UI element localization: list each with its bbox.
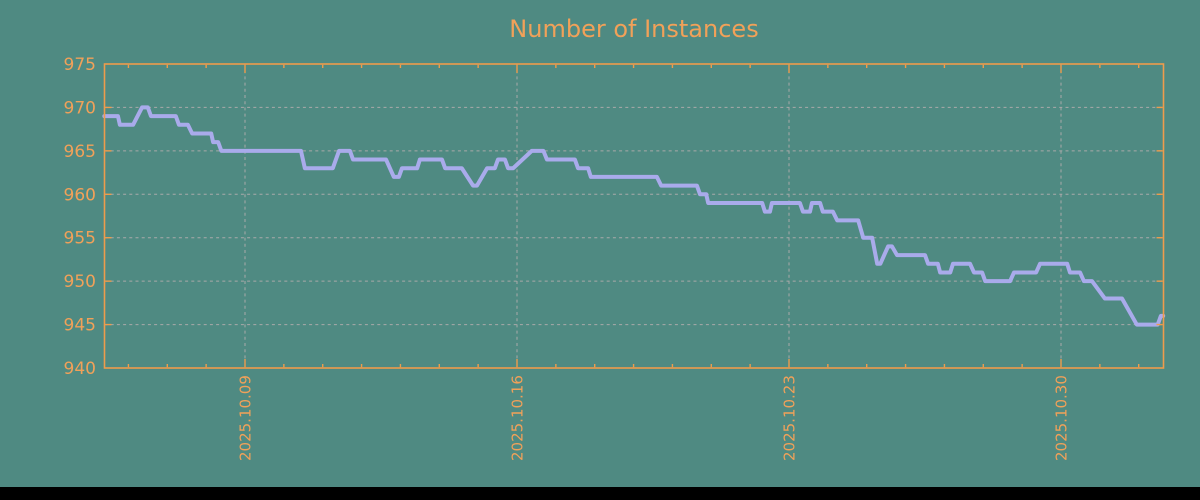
plot-border [103, 63, 1165, 369]
series-line [102, 105, 1166, 327]
bottom-black-bar [0, 487, 1200, 500]
x-tick-label: 2025.10.09 [237, 375, 255, 461]
x-tick-label: 2025.10.16 [508, 375, 526, 461]
y-tick-label: 970 [64, 98, 96, 118]
x-tick-label: 2025.10.30 [1052, 375, 1070, 461]
y-tick-label: 960 [64, 185, 96, 205]
y-tick-label: 945 [64, 316, 96, 336]
y-tick-label: 975 [64, 55, 96, 75]
y-tick-label: 955 [64, 229, 96, 249]
x-tick-label: 2025.10.23 [780, 375, 798, 461]
chart-title: Number of Instances [509, 15, 759, 43]
y-tick-label: 940 [64, 359, 96, 379]
y-tick-label: 965 [64, 142, 96, 162]
y-tick-label: 950 [64, 272, 96, 292]
line-chart-canvas: 940 945 950 955 960 965 970 975 2025.10.09 2025.1… [64, 55, 1166, 461]
